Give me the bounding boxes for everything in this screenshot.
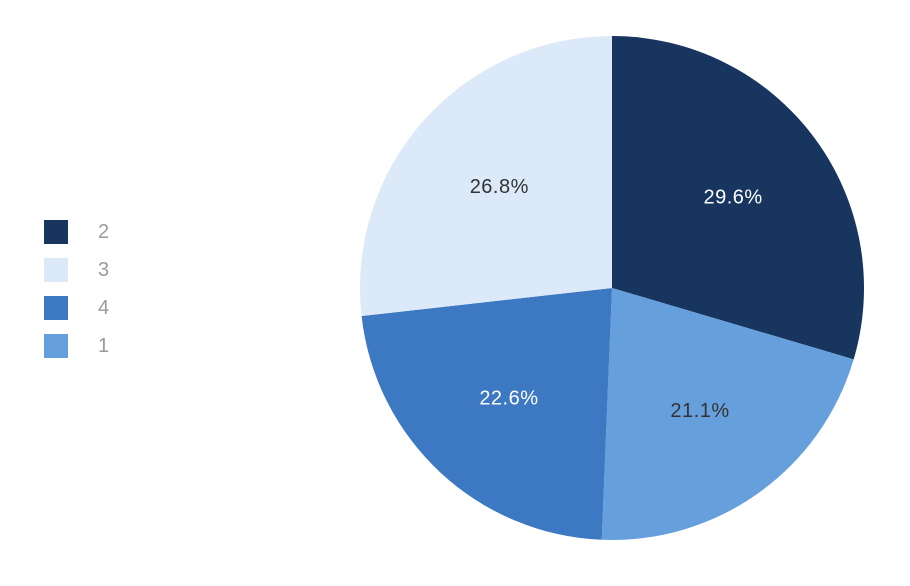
legend-swatch-2: [44, 220, 68, 244]
slice-label-2: 29.6%: [704, 186, 763, 208]
pie-slice-1: [601, 288, 854, 540]
pie-slice-labels: 29.6% 21.1% 22.6% 26.8%: [470, 176, 763, 422]
pie-slices: [359, 36, 865, 540]
legend-label-1: 1: [98, 335, 109, 357]
legend-label-4: 4: [98, 297, 109, 319]
legend-swatch-1: [44, 334, 68, 358]
slice-label-4: 22.6%: [479, 388, 538, 410]
pie-slice-4: [361, 288, 612, 540]
pie-slice-3: [359, 36, 612, 317]
pie-slice-2: [612, 36, 865, 360]
legend-label-2: 2: [98, 221, 109, 243]
legend-label-3: 3: [98, 259, 109, 281]
legend-swatch-3: [44, 258, 68, 282]
slice-label-3: 26.8%: [470, 176, 529, 198]
chart-legend: 2 3 4 1: [44, 220, 109, 358]
slice-label-1: 21.1%: [670, 400, 729, 422]
legend-swatch-4: [44, 296, 68, 320]
